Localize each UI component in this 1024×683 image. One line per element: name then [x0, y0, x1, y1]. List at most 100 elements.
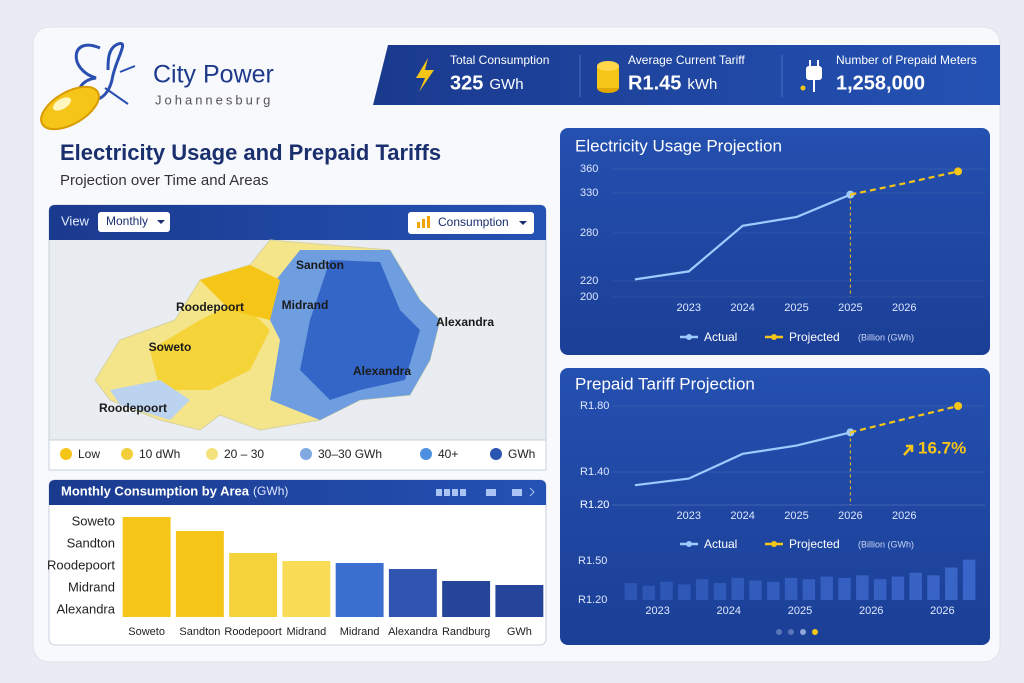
legend-swatch [121, 448, 133, 460]
legend-label: 20 – 30 [224, 447, 264, 461]
x-tick-label: Roodepoort [224, 626, 282, 638]
x-tick-label: 2023 [645, 605, 669, 617]
metric-toggle[interactable] [408, 212, 534, 234]
x-tick-label: 2025 [788, 605, 812, 617]
legend-swatch [490, 448, 502, 460]
bar [624, 583, 638, 600]
metric-icon [417, 216, 430, 228]
bar-chart-title: Monthly Consumption by Area [61, 483, 250, 498]
x-tick-label: 2026 [930, 605, 954, 617]
y-tick-label: 280 [580, 227, 598, 239]
panel-controls [436, 487, 535, 497]
bar [784, 577, 798, 600]
kpi-unit: GWh [489, 76, 523, 93]
y-tick-label: R1.20 [578, 594, 607, 606]
legend-dot [771, 334, 777, 340]
bar [838, 577, 851, 600]
bar [749, 580, 762, 600]
place-label: Roodepoort [176, 300, 244, 314]
plug-icon [800, 60, 822, 92]
bar [388, 569, 437, 617]
kpi-label: Total Consumption [450, 53, 549, 67]
legend-swatch [420, 448, 432, 460]
view-dropdown[interactable] [98, 212, 170, 232]
bar [229, 553, 278, 617]
bar [873, 579, 887, 600]
x-tick-label: 2026 [838, 510, 862, 522]
bar [767, 581, 780, 600]
legend-dot [686, 334, 692, 340]
legend-swatch [60, 448, 72, 460]
legend-note: (Billion (GWh) [858, 332, 914, 342]
legend-label: Actual [704, 330, 737, 344]
logo: City Power Johannesburg [40, 42, 274, 131]
legend-label: Actual [704, 537, 737, 551]
legend-swatch [300, 448, 312, 460]
bar [891, 576, 905, 600]
y-tick-label: R1.20 [580, 499, 609, 511]
bar [660, 581, 673, 600]
x-tick-label: 2024 [730, 302, 754, 314]
place-label: Roodepoort [99, 401, 167, 415]
legend-label: 30–30 GWh [318, 447, 382, 461]
side-label: Sandton [67, 535, 115, 550]
legend-dot [686, 541, 692, 547]
x-tick-label: Soweto [128, 626, 165, 638]
kpi-value: 325 [450, 72, 483, 94]
coins-icon [597, 61, 619, 93]
place-label: Sandton [296, 258, 344, 272]
kpi-value: R1.45 [628, 72, 681, 94]
x-tick-label: GWh [507, 626, 532, 638]
bar [695, 579, 709, 600]
x-tick-label: 2026 [892, 302, 916, 314]
x-tick-label: 2023 [677, 510, 701, 522]
kpi-unit: kWh [687, 76, 717, 93]
legend-label: Projected [789, 537, 840, 551]
page-title: Electricity Usage and Prepaid Tariffs [60, 140, 441, 165]
x-tick-label: 2024 [730, 510, 754, 522]
tariff-panel [560, 368, 990, 645]
x-tick-label: 2025 [784, 302, 808, 314]
bar [909, 572, 922, 600]
y-tick-label: R1.40 [580, 466, 609, 478]
bar [175, 531, 224, 617]
series-line [634, 193, 851, 281]
series-line [634, 431, 851, 487]
legend-label: GWh [508, 447, 535, 461]
kpi-banner [373, 45, 1000, 105]
bar [713, 583, 727, 600]
kpi-label: Average Current Tariff [628, 53, 745, 67]
x-tick-label: 2025 [784, 510, 808, 522]
bar [927, 575, 940, 600]
point [954, 167, 963, 176]
legend-label: 40+ [438, 447, 458, 461]
bar [731, 577, 744, 600]
y-tick-label: R1.20 [580, 499, 609, 511]
y-tick-label: 360 [580, 163, 598, 175]
legend-dot [771, 541, 777, 547]
y-tick-label: 220 [580, 275, 598, 287]
series-line [850, 170, 959, 196]
side-label: Alexandra [56, 601, 115, 616]
bar [802, 579, 816, 600]
legend-label: Projected [789, 330, 840, 344]
legend-label: 10 dWh [139, 447, 180, 461]
bar [282, 561, 331, 617]
bolt-icon [416, 58, 434, 92]
page-subtitle: Projection over Time and Areas [60, 172, 268, 189]
side-label: Soweto [72, 513, 115, 528]
y-tick-label: 330 [580, 187, 598, 199]
bar [945, 567, 958, 600]
annotation: 16.7% [918, 438, 966, 457]
series-line [850, 404, 959, 434]
place-label: Midrand [282, 298, 329, 312]
side-label: Midrand [68, 579, 115, 594]
legend-swatch [206, 448, 218, 460]
panel-title: Prepaid Tariff Projection [575, 374, 755, 393]
bar-panel-header [49, 480, 546, 505]
place-label: Alexandra [353, 364, 411, 378]
caret [519, 221, 527, 225]
place-label: Soweto [149, 340, 192, 354]
